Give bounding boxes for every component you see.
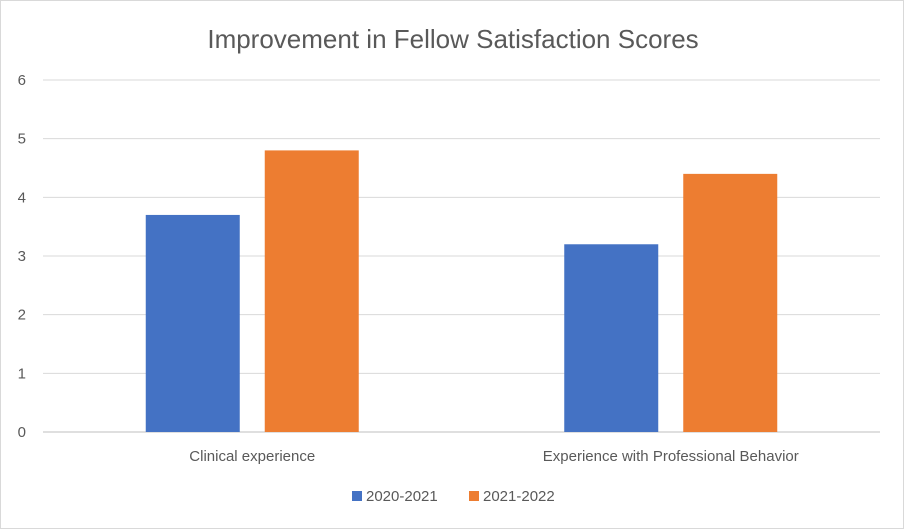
legend-label: 2020-2021 [366,488,438,505]
y-tick-label: 3 [18,248,26,265]
bar [145,214,240,432]
y-tick-label: 1 [18,365,26,382]
y-tick-label: 4 [18,189,26,206]
bar [683,173,778,432]
y-tick-label: 0 [18,424,26,441]
x-axis-categories: Clinical experience Experience with Profe… [189,448,798,465]
legend-label: 2021-2022 [483,488,555,505]
x-category-label: Experience with Professional Behavior [543,448,799,465]
bar [564,244,659,432]
chart-title: Improvement in Fellow Satisfaction Score… [207,24,698,54]
legend-swatch [469,491,479,501]
y-tick-label: 2 [18,307,26,324]
y-axis-ticks: 0 1 2 3 4 5 6 [18,72,26,441]
x-category-label: Clinical experience [189,448,315,465]
legend: 2020-2021 2021-2022 [352,488,555,505]
legend-swatch [352,491,362,501]
bar [264,150,359,432]
y-tick-label: 6 [18,72,26,89]
y-tick-label: 5 [18,131,26,148]
bars [145,150,778,432]
